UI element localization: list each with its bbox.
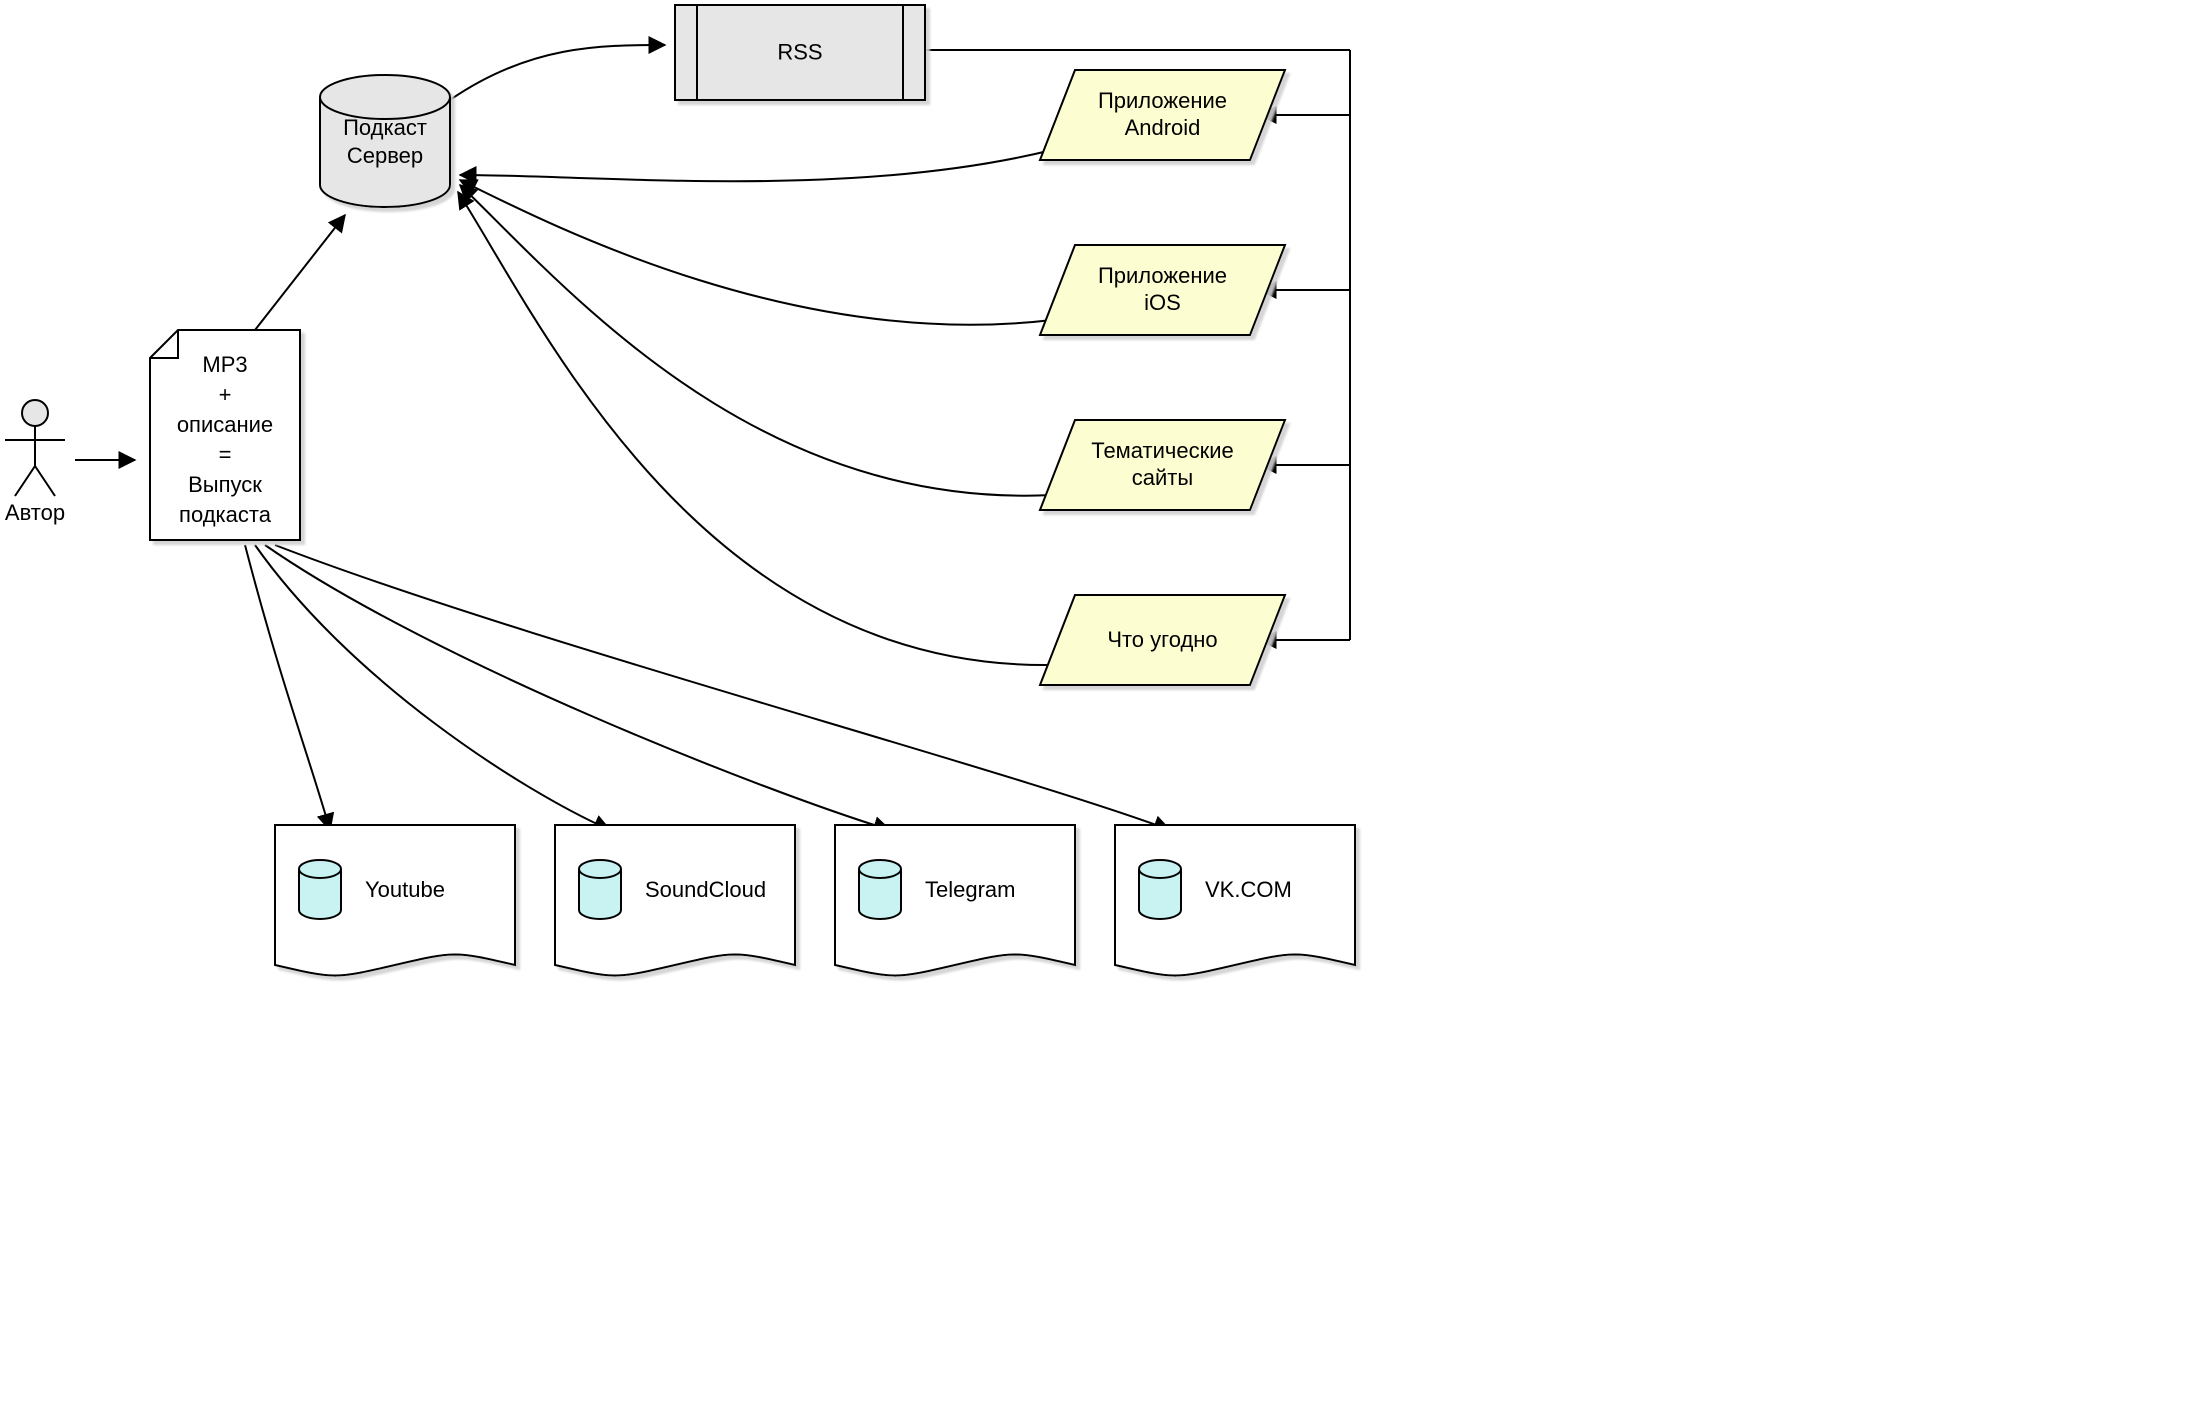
client-android: ПриложениеAndroid bbox=[1040, 70, 1285, 160]
svg-text:Приложение: Приложение bbox=[1098, 263, 1227, 288]
platform-vkcom: VK.COM bbox=[1115, 825, 1355, 976]
client-ios: ПриложениеiOS bbox=[1040, 245, 1285, 335]
edge-note-to-server bbox=[255, 215, 345, 330]
svg-text:подкаста: подкаста bbox=[179, 502, 272, 527]
client-any: Что угодно bbox=[1040, 595, 1285, 685]
svg-text:RSS: RSS bbox=[777, 40, 822, 65]
platform-youtube: Youtube bbox=[275, 825, 515, 976]
platform-telegram: Telegram bbox=[835, 825, 1075, 976]
edge-note-to-vkcom bbox=[275, 545, 1170, 830]
svg-text:Приложение: Приложение bbox=[1098, 88, 1227, 113]
svg-text:+: + bbox=[219, 382, 232, 407]
svg-text:Сервер: Сервер bbox=[347, 143, 423, 168]
svg-text:VK.COM: VK.COM bbox=[1205, 877, 1292, 902]
podcast-diagram: Автор MP3 + описание = Выпуск подкаста Подкаст С… bbox=[0, 0, 1560, 1010]
svg-text:MP3: MP3 bbox=[202, 352, 247, 377]
server-cylinder: Подкаст Сервер bbox=[320, 75, 450, 207]
note-mp3: MP3 + описание = Выпуск подкаста bbox=[150, 330, 300, 540]
edge-ios-to-server bbox=[460, 180, 1052, 325]
client-sites: Тематическиесайты bbox=[1040, 420, 1285, 510]
svg-text:Выпуск: Выпуск bbox=[188, 472, 262, 497]
svg-text:Youtube: Youtube bbox=[365, 877, 445, 902]
actor-author: Автор bbox=[5, 400, 65, 525]
svg-text:=: = bbox=[219, 442, 232, 467]
svg-text:Подкаст: Подкаст bbox=[343, 115, 427, 140]
svg-text:SoundCloud: SoundCloud bbox=[645, 877, 766, 902]
actor-label: Автор bbox=[5, 500, 65, 525]
edge-note-to-telegram bbox=[265, 545, 890, 830]
edge-note-to-soundcloud bbox=[255, 545, 610, 830]
svg-text:Тематические: Тематические bbox=[1091, 438, 1234, 463]
edge-server-to-rss bbox=[450, 45, 665, 100]
platform-soundcloud: SoundCloud bbox=[555, 825, 795, 976]
svg-text:Android: Android bbox=[1125, 115, 1201, 140]
edge-any-to-server bbox=[458, 192, 1052, 665]
svg-text:описание: описание bbox=[177, 412, 273, 437]
edge-android-to-server bbox=[460, 150, 1052, 181]
svg-text:Telegram: Telegram bbox=[925, 877, 1015, 902]
svg-text:сайты: сайты bbox=[1132, 465, 1193, 490]
svg-text:iOS: iOS bbox=[1144, 290, 1181, 315]
rss-component: RSS bbox=[675, 5, 925, 100]
svg-text:Что угодно: Что угодно bbox=[1107, 627, 1217, 652]
